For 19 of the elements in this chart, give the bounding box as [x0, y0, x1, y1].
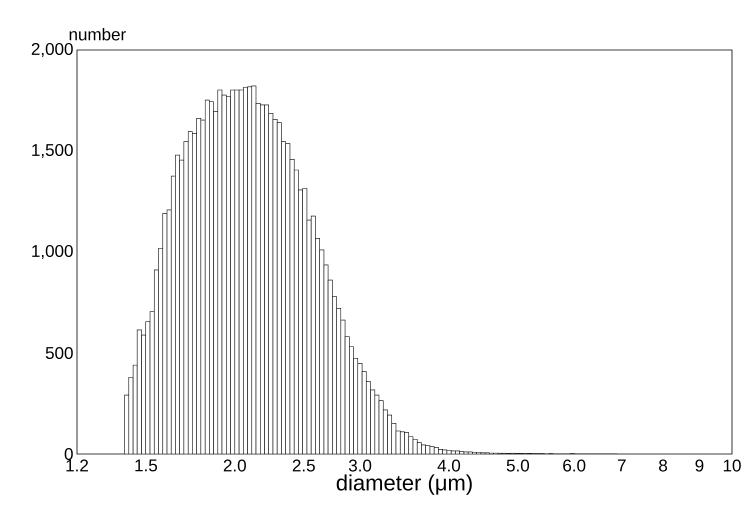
x-axis-title: diameter (μm)	[336, 474, 472, 495]
x-tick-label: 2.0	[224, 460, 246, 472]
y-tick-label: 0	[64, 448, 73, 460]
y-tick-label: 1,500	[32, 144, 73, 158]
x-tick-label: 3.0	[348, 460, 372, 472]
x-tick-label: 2.5	[292, 460, 315, 472]
x-tick-label: 10	[724, 460, 741, 472]
x-tick-label: 7	[618, 460, 626, 472]
x-tick-label: 1.2	[66, 460, 88, 472]
y-tick-label: 500	[46, 346, 73, 360]
y-tick-label: 1,000	[32, 244, 73, 260]
x-tick-label: 8	[659, 460, 668, 472]
x-tick-label: 9	[696, 460, 704, 472]
x-tick-label: 5.0	[506, 460, 530, 472]
y-tick-label: 2,000	[32, 42, 73, 58]
x-tick-label: 1.5	[135, 460, 158, 472]
y-axis-title: number	[70, 28, 126, 40]
x-tick-label: 6.0	[563, 460, 586, 472]
x-tick-label: 4.0	[438, 460, 460, 472]
